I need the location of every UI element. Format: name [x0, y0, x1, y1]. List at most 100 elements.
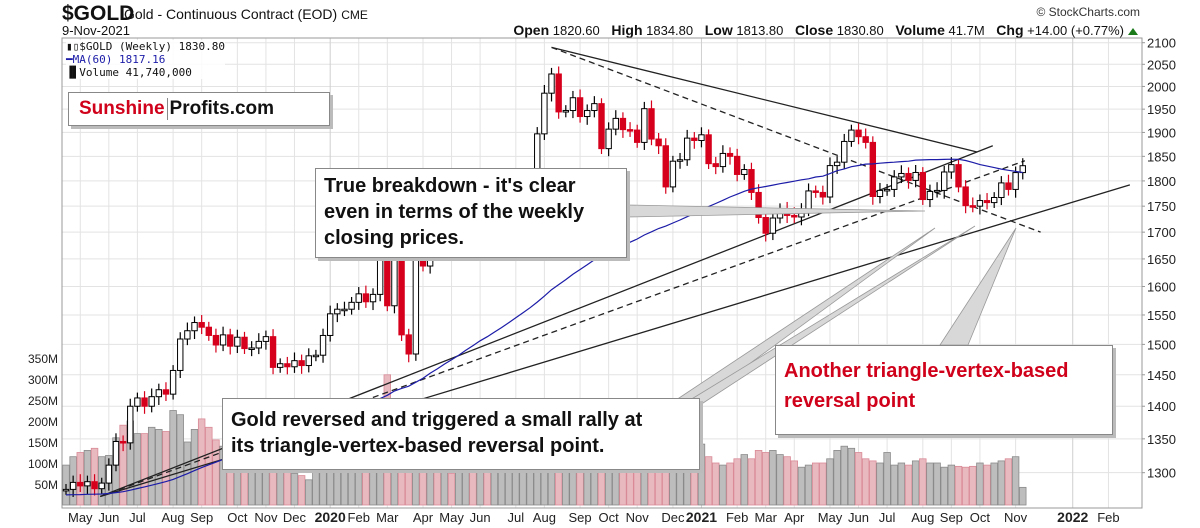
x-tick-label: Sep	[940, 510, 963, 525]
volume-bar	[819, 462, 827, 506]
y-tick-label: 1300	[1147, 466, 1176, 481]
candle	[848, 124, 855, 147]
candle-body	[148, 396, 155, 407]
candle-body	[919, 171, 926, 201]
candle-body	[712, 163, 719, 168]
trendline-upper-dashed	[551, 46, 1041, 233]
volume-tick-label: 150M	[28, 436, 58, 450]
annotation-breakdown: True breakdown - it's clear even in term…	[315, 168, 627, 258]
volume-bar	[904, 464, 913, 506]
volume-bar	[255, 466, 263, 506]
candle-body	[983, 200, 991, 204]
volume-bar	[1019, 486, 1027, 506]
candle	[255, 333, 262, 355]
candle-body	[277, 363, 284, 368]
candle	[869, 136, 877, 205]
x-tick-label: 2020	[315, 509, 346, 525]
volume-bar	[933, 462, 941, 506]
candle	[941, 165, 948, 199]
candle-body	[355, 293, 362, 303]
volume-bar	[312, 466, 320, 506]
volume-bar	[890, 464, 898, 506]
volume-bar	[854, 452, 863, 506]
x-tick-label: Apr	[784, 510, 805, 525]
candle-body	[733, 155, 741, 175]
candle	[741, 164, 748, 180]
y-tick-label: 2050	[1147, 57, 1176, 72]
candle	[755, 184, 762, 224]
candle-body	[648, 108, 655, 140]
x-tick-label: Feb	[348, 510, 370, 525]
chart-date: 9-Nov-2021	[62, 23, 130, 38]
volume-bar	[297, 475, 306, 506]
candle	[262, 330, 270, 350]
volume-bar	[769, 449, 777, 506]
candle	[991, 192, 998, 208]
candle-body	[219, 334, 227, 346]
candle	[612, 110, 619, 136]
x-tick-label: Jul	[879, 510, 896, 525]
y-tick-label: 1400	[1147, 399, 1176, 414]
candle	[184, 322, 191, 346]
candle-body	[248, 347, 255, 350]
candle-body	[291, 360, 298, 368]
candle	[576, 89, 584, 123]
candle-body	[255, 340, 262, 349]
candle	[77, 474, 84, 493]
candle-body	[384, 259, 391, 307]
candle	[898, 165, 905, 184]
candle	[683, 129, 691, 166]
legend-volume-text: Volume 41,740,000	[79, 66, 192, 79]
y-tick-label: 1450	[1147, 368, 1176, 383]
annotation-pointers	[626, 204, 1017, 406]
candle-body	[334, 308, 341, 315]
candle	[662, 138, 669, 194]
symbol-title: $GOLD	[62, 2, 135, 25]
candle-body	[955, 164, 962, 188]
volume-bar	[426, 466, 434, 506]
volume-bar	[847, 447, 856, 506]
volume-bar	[961, 466, 970, 506]
volume-bar	[726, 462, 734, 506]
candle	[626, 122, 634, 137]
candle-body	[812, 190, 819, 193]
x-tick-label: 2021	[686, 509, 717, 525]
x-tick-label: Aug	[162, 510, 185, 525]
candle-body	[976, 200, 984, 207]
x-tick-label: Aug	[533, 510, 556, 525]
candle-body	[184, 330, 191, 340]
candle-body	[584, 110, 591, 118]
candle-body	[998, 182, 1005, 199]
x-tick-label: Jul	[129, 510, 146, 525]
candle	[548, 67, 555, 102]
candle	[998, 176, 1005, 206]
legend-price-text: $GOLD (Weekly) 1830.80	[79, 40, 225, 53]
ohlc-readout: Open 1820.60 High 1834.80 Low 1813.80 Cl…	[505, 22, 1138, 38]
candle-body	[591, 103, 598, 112]
candle-body	[962, 186, 969, 207]
candle-body	[898, 172, 905, 178]
volume-bar	[954, 465, 963, 506]
candle	[334, 303, 341, 323]
candle-body	[891, 176, 898, 190]
volume-bar	[305, 479, 313, 506]
legend-volume: ▐▌Volume 41,740,000	[66, 66, 192, 79]
volume-bar	[712, 462, 720, 506]
volume-bar	[911, 460, 920, 506]
legend-ma: ━MA(60) 1817.16	[66, 53, 166, 66]
candle	[655, 132, 662, 155]
close-value: 1830.80	[836, 23, 884, 38]
volume-bar	[804, 464, 813, 506]
candle	[976, 194, 984, 215]
candle	[733, 148, 741, 182]
candle-body	[662, 145, 669, 188]
candle-body	[755, 191, 762, 219]
candle-body	[134, 397, 141, 407]
volume-tick-label: 300M	[28, 373, 58, 387]
x-tick-label: Nov	[1004, 510, 1028, 525]
volume-bar	[940, 466, 948, 506]
candle-body	[876, 189, 884, 197]
candle	[84, 475, 91, 495]
plot-border	[61, 37, 1143, 509]
candle-body	[348, 301, 355, 310]
